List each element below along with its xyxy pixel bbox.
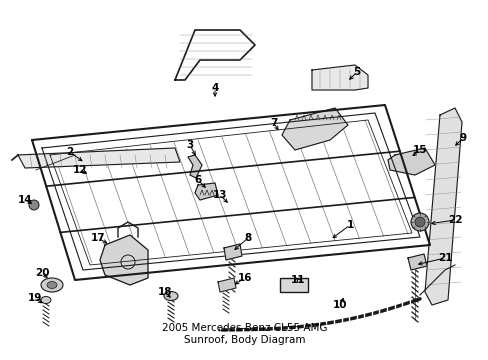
Text: 18: 18 [158,287,172,297]
Text: 20: 20 [35,268,49,278]
Text: 21: 21 [437,253,451,263]
Circle shape [29,200,39,210]
Text: 10: 10 [332,300,346,310]
Polygon shape [100,235,148,285]
Text: 12: 12 [73,165,87,175]
Ellipse shape [163,292,178,301]
Polygon shape [387,148,434,175]
Circle shape [414,217,424,227]
Polygon shape [424,108,461,305]
Polygon shape [187,155,202,178]
Text: 3: 3 [186,140,193,150]
Text: 1: 1 [346,220,353,230]
Polygon shape [224,244,242,260]
Text: 8: 8 [244,233,251,243]
Text: 5: 5 [353,67,360,77]
Text: 17: 17 [90,233,105,243]
Text: 22: 22 [447,215,461,225]
Text: 11: 11 [290,275,305,285]
Polygon shape [282,108,347,150]
Polygon shape [218,278,236,292]
Text: 19: 19 [28,293,42,303]
Text: 14: 14 [18,195,32,205]
Text: 2: 2 [66,147,74,157]
Text: 4: 4 [211,83,218,93]
Text: 15: 15 [412,145,427,155]
Polygon shape [407,254,426,270]
Ellipse shape [41,297,51,303]
Text: 13: 13 [212,190,227,200]
Circle shape [410,213,428,231]
Text: 9: 9 [459,133,466,143]
Text: 16: 16 [237,273,252,283]
Ellipse shape [47,282,57,288]
Polygon shape [18,148,180,168]
Ellipse shape [41,278,63,292]
Polygon shape [195,183,218,200]
Polygon shape [311,65,367,90]
Text: 2005 Mercedes-Benz CL55 AMG
Sunroof, Body Diagram: 2005 Mercedes-Benz CL55 AMG Sunroof, Bod… [162,323,326,345]
Bar [280,278,307,292]
Text: 6: 6 [194,175,201,185]
Text: 7: 7 [270,118,277,128]
